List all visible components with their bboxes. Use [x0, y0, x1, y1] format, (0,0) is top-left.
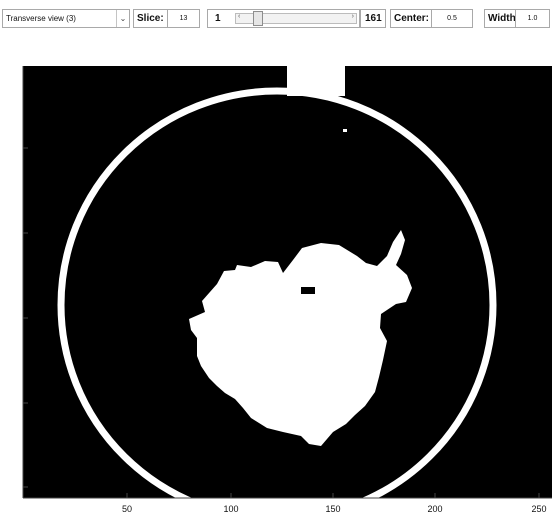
- slider-track[interactable]: ‹ ›: [235, 11, 357, 26]
- x-tick-label: 250: [531, 504, 546, 514]
- slice-label: Slice:: [133, 9, 169, 28]
- slider-left-arrow-icon[interactable]: ‹: [238, 13, 241, 20]
- center-input[interactable]: 0.5: [431, 9, 473, 28]
- width-input[interactable]: 1.0: [515, 9, 550, 28]
- x-tick-label: 200: [427, 504, 442, 514]
- x-tick-label: 150: [325, 504, 340, 514]
- slice-input[interactable]: 13: [167, 9, 200, 28]
- small-speck: [343, 129, 347, 132]
- segmentation-mask: [189, 66, 412, 446]
- view-select[interactable]: Transverse view (3) ⌄: [2, 9, 130, 28]
- central-blob: [189, 230, 412, 446]
- blob-hole: [301, 287, 315, 294]
- chevron-down-icon[interactable]: ⌄: [116, 10, 129, 27]
- slider-right-arrow-icon[interactable]: ›: [351, 13, 354, 20]
- y-axis: 50 00 50 00 50: [23, 147, 28, 488]
- x-axis: 50 100 150 200 250: [122, 493, 547, 514]
- view-select-value: Transverse view (3): [6, 14, 76, 23]
- slice-slider[interactable]: 1 ‹ ›: [207, 9, 360, 28]
- slider-thumb[interactable]: [252, 11, 263, 26]
- viewer-toolbar: Transverse view (3) ⌄ Slice: 13 1 ‹ › 16…: [0, 0, 552, 40]
- image-axes[interactable]: 50 00 50 00 50 50 100 150 200 250: [21, 66, 552, 515]
- slider-min-label: 1: [215, 13, 221, 24]
- slider-max-label: 161: [360, 9, 386, 28]
- x-tick-label: 50: [122, 504, 132, 514]
- x-tick-label: 100: [223, 504, 238, 514]
- outer-ring: [57, 87, 497, 515]
- center-label: Center:: [390, 9, 432, 28]
